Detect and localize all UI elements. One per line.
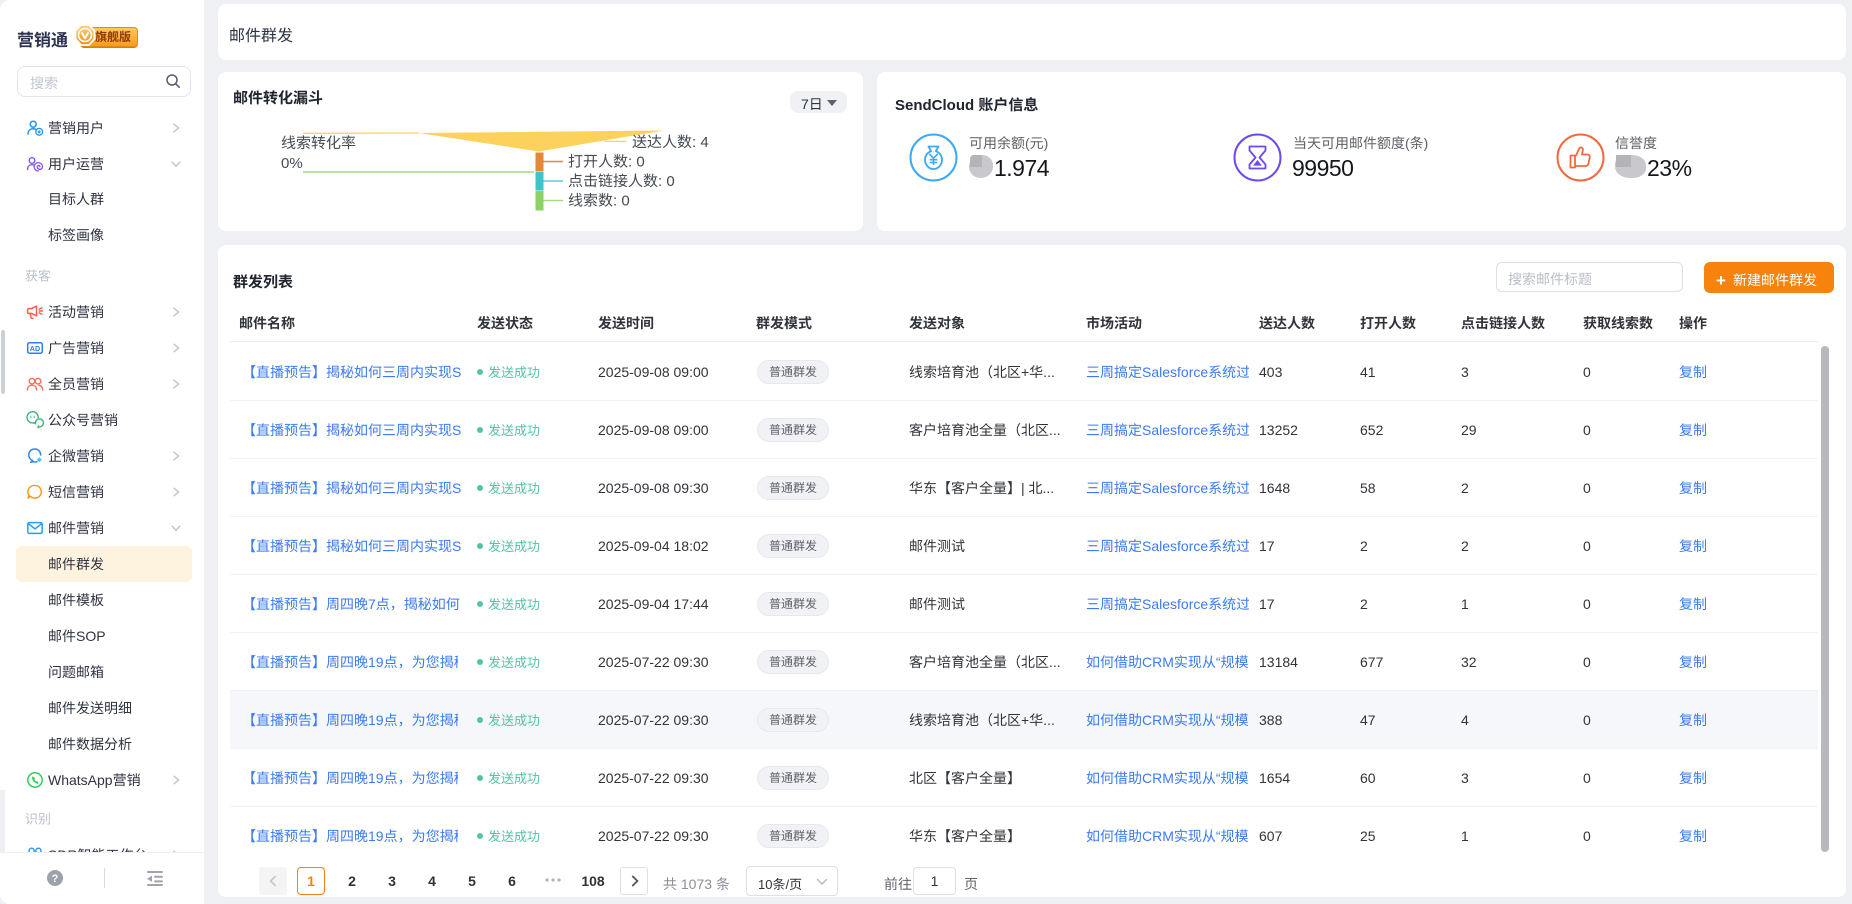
svg-text:点击链接人数: 0: 点击链接人数: 0 (568, 170, 675, 191)
svg-text:送达人数: 4: 送达人数: 4 (632, 131, 709, 152)
svg-text:线索数: 0: 线索数: 0 (568, 190, 630, 211)
svg-text:0%: 0% (281, 152, 303, 173)
svg-text:线索转化率: 线索转化率 (281, 132, 356, 153)
svg-text:打开人数: 0: 打开人数: 0 (568, 151, 645, 172)
svg-text:AD: AD (30, 343, 40, 352)
